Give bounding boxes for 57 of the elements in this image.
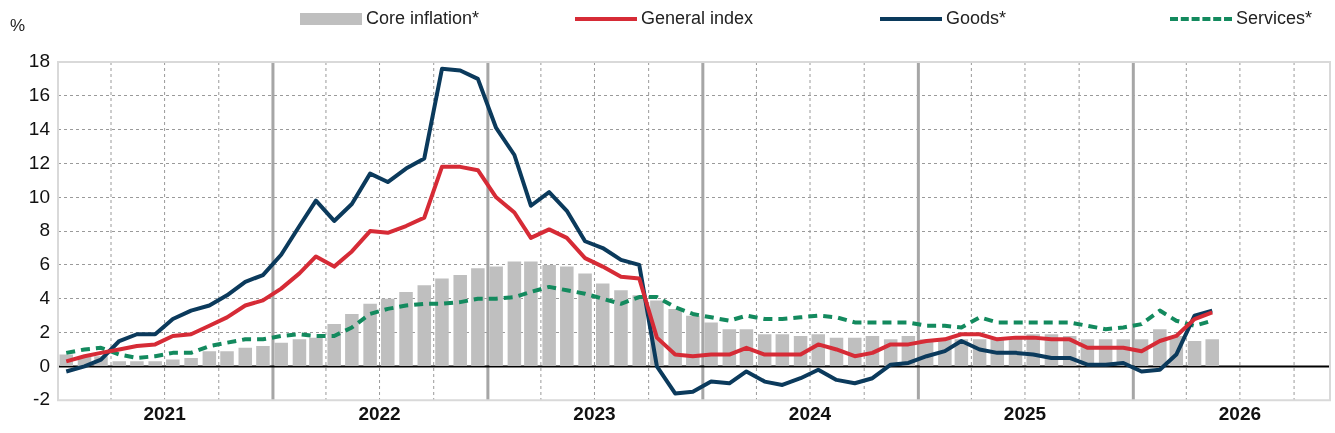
bar: [489, 266, 503, 366]
y-tick-label: 12: [28, 151, 50, 173]
x-tick-label: 2024: [788, 402, 832, 424]
bar: [345, 313, 359, 366]
x-tick-label: 2025: [1003, 402, 1047, 424]
bar: [507, 261, 522, 366]
legend-label: General index: [641, 8, 754, 29]
bar: [202, 351, 217, 366]
y-tick-label: 10: [28, 185, 50, 207]
bar: [292, 339, 307, 366]
bar: [1205, 339, 1219, 366]
bar: [614, 290, 628, 366]
legend-label: Services*: [1236, 8, 1313, 29]
y-tick-label: 4: [39, 286, 51, 308]
y-tick-label: 14: [28, 117, 51, 139]
x-tick-label: 2021: [143, 402, 187, 424]
y-tick-label: -2: [33, 388, 50, 410]
bar: [471, 268, 485, 366]
y-tick-label: 18: [28, 50, 50, 72]
bar: [1187, 341, 1202, 366]
legend-label: Goods*: [946, 8, 1007, 29]
x-tick-label: 2022: [358, 402, 401, 424]
bar: [130, 361, 144, 366]
legend-label: Core inflation*: [366, 8, 480, 29]
bar: [417, 285, 432, 366]
bar: [578, 273, 592, 366]
y-axis-title: %: [10, 16, 26, 36]
bar: [686, 315, 700, 366]
bar: [148, 361, 162, 366]
x-tick-label: 2026: [1218, 402, 1262, 424]
bar: [595, 283, 610, 366]
bar: [363, 303, 377, 366]
bar: [220, 351, 234, 366]
y-tick-label: 8: [39, 219, 50, 241]
bar: [327, 324, 341, 366]
bar: [453, 275, 467, 366]
bar: [632, 295, 646, 366]
bar: [668, 308, 682, 366]
y-tick-label: 16: [28, 84, 50, 106]
x-tick-label: 2023: [573, 402, 616, 424]
bar: [166, 359, 180, 366]
bar: [399, 291, 413, 366]
bar: [524, 261, 538, 366]
bar: [704, 322, 718, 366]
bar: [238, 347, 253, 366]
bar: [542, 264, 556, 366]
bar: [274, 342, 288, 366]
bar: [184, 357, 198, 366]
y-tick-label: 0: [39, 354, 50, 376]
bar: [112, 361, 127, 366]
bar: [381, 298, 395, 366]
y-tick-label: 6: [39, 253, 50, 275]
bar: [435, 278, 449, 366]
bar: [256, 346, 270, 366]
bar: [560, 266, 574, 366]
y-tick-label: 2: [39, 320, 50, 342]
bar: [309, 337, 323, 366]
